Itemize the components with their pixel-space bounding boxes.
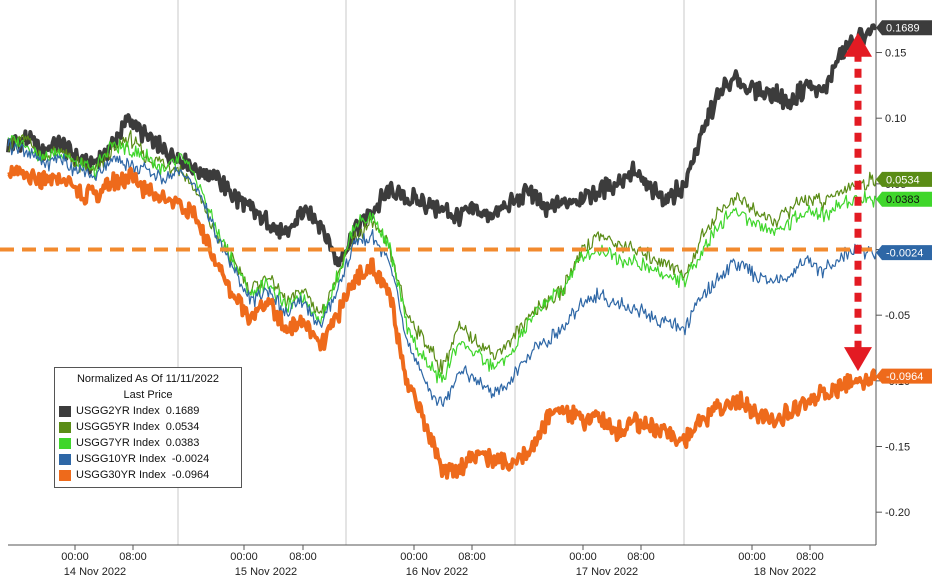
- legend-row: USGG5YR Index 0.0534: [59, 419, 237, 435]
- legend-series-value: 0.0383: [165, 437, 200, 449]
- series-line-usgg7yr-index: [7, 135, 877, 384]
- value-tag-bg: [876, 191, 932, 207]
- x-tick-label: 08:00: [289, 551, 317, 563]
- y-tick-label: -0.20: [885, 507, 910, 519]
- value-tag-bg: [876, 368, 932, 384]
- x-tick-label: 08:00: [119, 551, 147, 563]
- legend-series-value: -0.0024: [171, 453, 210, 465]
- x-tick-label: 08:00: [627, 551, 655, 563]
- legend-series-name: USGG30YR Index: [76, 469, 166, 481]
- legend-series-name: USGG7YR Index: [76, 437, 160, 449]
- legend-row: USGG30YR Index -0.0964: [59, 467, 237, 483]
- legend-subtitle: Last Price: [123, 389, 173, 401]
- y-tick-label: 0.15: [885, 48, 906, 60]
- legend: Normalized As Of 11/11/2022 Last Price U…: [54, 367, 242, 488]
- x-tick-label: 08:00: [458, 551, 486, 563]
- x-tick-label: 00:00: [230, 551, 258, 563]
- x-tick-label: 00:00: [61, 551, 89, 563]
- x-tick-label: 00:00: [569, 551, 597, 563]
- legend-swatch: [59, 421, 71, 433]
- value-tag-text: 0.0534: [886, 174, 920, 186]
- legend-title: Normalized As Of 11/11/2022: [76, 373, 220, 385]
- legend-swatch: [59, 405, 71, 417]
- arrow-head-up: [844, 32, 872, 57]
- series-line-usgg5yr-index: [7, 130, 877, 375]
- arrow-head-down: [844, 347, 872, 372]
- y-tick-label: -0.05: [885, 310, 910, 322]
- series-line-usgg10yr-index: [7, 138, 877, 407]
- series-line-usgg30yr-index: [7, 164, 878, 480]
- legend-series-value: 0.1689: [165, 405, 200, 417]
- value-tag-bg: [876, 20, 932, 36]
- value-tag-text: -0.0964: [886, 371, 923, 383]
- legend-series-name: USGG10YR Index: [76, 453, 166, 465]
- vertical-gridlines: [177, 0, 877, 545]
- legend-series-name: USGG2YR Index: [76, 405, 160, 417]
- value-tag-bg: [876, 171, 932, 187]
- x-tick-label: 00:00: [738, 551, 766, 563]
- legend-series-name: USGG5YR Index: [76, 421, 160, 433]
- legend-series-value: -0.0964: [171, 469, 210, 481]
- x-date-label: 15 Nov 2022: [235, 566, 297, 578]
- value-tag-text: -0.0024: [886, 248, 923, 260]
- series-line-usgg2yr-index: [6, 23, 877, 268]
- legend-swatch: [59, 453, 71, 465]
- y-tick-label: -0.15: [885, 442, 910, 454]
- x-date-label: 14 Nov 2022: [64, 566, 126, 578]
- legend-rows: USGG2YR Index 0.1689 USGG5YR Index 0.0534 US…: [59, 403, 237, 483]
- legend-swatch: [59, 437, 71, 449]
- spread-arrow-annotation: [844, 32, 872, 372]
- value-tag-text: 0.1689: [886, 23, 920, 35]
- x-date-label: 18 Nov 2022: [754, 566, 816, 578]
- legend-row: USGG7YR Index 0.0383: [59, 435, 237, 451]
- series-lines: [6, 23, 878, 480]
- legend-series-value: 0.0534: [165, 421, 200, 433]
- legend-swatch: [59, 469, 71, 481]
- x-tick-label: 00:00: [400, 551, 428, 563]
- last-value-tags: 0.1689 0.0534 0.0383 -0.0024 -0.0964: [876, 20, 932, 384]
- value-tag-text: 0.0383: [886, 194, 920, 206]
- x-date-label: 16 Nov 2022: [406, 566, 468, 578]
- x-tick-label: 08:00: [796, 551, 824, 563]
- legend-row: USGG10YR Index -0.0024: [59, 451, 237, 467]
- x-axis-ticks: 00:00 08:00 00:00 08:00 00:00 08:00 00:00 08:00…: [61, 545, 824, 578]
- value-tag-bg: [876, 245, 932, 261]
- y-axis-ticks: 0.150.100.050-0.05-0.10-0.15-0.20: [876, 48, 910, 519]
- y-tick-label: 0.10: [885, 113, 906, 125]
- legend-row: USGG2YR Index 0.1689: [59, 403, 237, 419]
- x-date-label: 17 Nov 2022: [576, 566, 638, 578]
